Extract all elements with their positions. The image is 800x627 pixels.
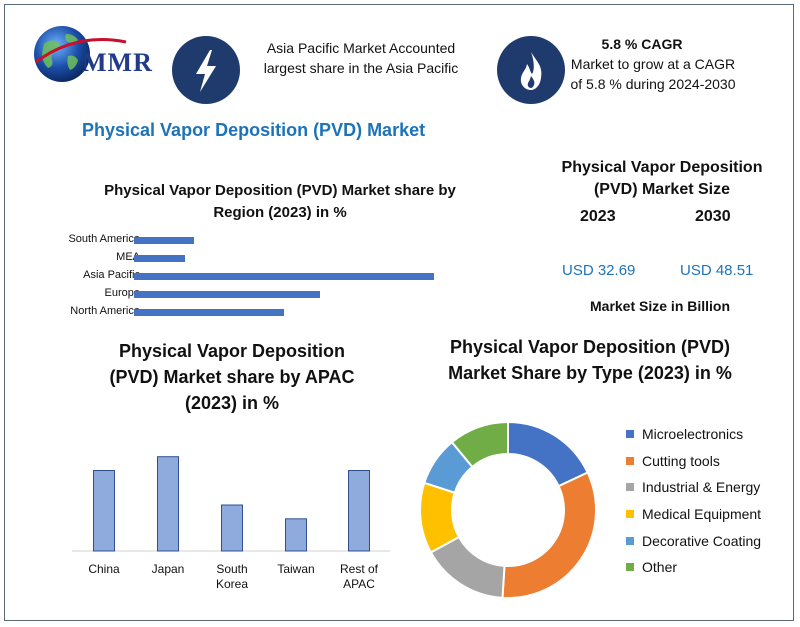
legend-swatch: [626, 457, 634, 466]
lightning-icon: [196, 50, 216, 92]
apac-chart-title: Physical Vapor Deposition (PVD) Market s…: [109, 341, 355, 413]
apac-tick-label: South Korea: [215, 562, 249, 591]
donut-slice: [450, 420, 509, 469]
apac-bar: [285, 518, 307, 552]
apac-plot: [72, 456, 390, 552]
logo-text: MMR: [82, 48, 153, 77]
legend-label: Industrial & Energy: [642, 479, 761, 495]
apac-tick-label: Japan: [151, 562, 185, 576]
region-bar: [134, 291, 320, 298]
region-bar: [134, 273, 434, 280]
legend-item: Other: [626, 558, 677, 576]
apac-bar: [157, 456, 179, 552]
region-tick-label: South America: [68, 233, 140, 245]
cagr-title: 5.8 % CAGR: [601, 36, 683, 52]
region-tick-label: Asia Pacific: [83, 269, 140, 281]
apac-bar: [221, 504, 243, 552]
legend-label: Cutting tools: [642, 453, 720, 469]
legend-label: Medical Equipment: [642, 506, 762, 522]
apac-chart: China Japan South Korea Taiwan Rest of A…: [60, 430, 400, 600]
legend-item: Microelectronics: [626, 425, 743, 443]
donut-slice: [501, 471, 597, 599]
value-2030: USD 48.51: [680, 262, 754, 279]
type-donut-chart: [419, 420, 597, 599]
region-tick-label: North America: [70, 305, 140, 317]
year-2023-label: 2023: [580, 208, 616, 225]
legend-swatch: [626, 430, 634, 439]
region-chart-title: Physical Vapor Deposition (PVD) Market s…: [104, 182, 456, 221]
legend-swatch: [626, 510, 634, 519]
apac-tick-label: Rest of APAC: [339, 562, 378, 591]
flame-icon: [520, 52, 542, 90]
main-title: Physical Vapor Deposition (PVD) Market: [82, 120, 426, 140]
donut-slice: [507, 420, 589, 488]
logo: MMR: [30, 22, 170, 90]
lightning-icon-badge: [172, 36, 240, 104]
apac-tick-label: China: [88, 562, 120, 576]
infographic-frame: [4, 4, 794, 621]
legend-label: Decorative Coating: [642, 533, 762, 549]
legend-item: Industrial & Energy: [626, 478, 760, 496]
region-chart: South America MEA Asia Pacific Europe No…: [20, 230, 460, 320]
legend-item: Cutting tools: [626, 452, 720, 470]
legend-item: Decorative Coating: [626, 532, 761, 550]
apac-bar: [93, 470, 115, 552]
legend-swatch: [626, 563, 634, 572]
value-2023: USD 32.69: [562, 262, 636, 279]
legend-label: Microelectronics: [642, 426, 744, 442]
region-plot: [134, 237, 434, 316]
market-size-title: Physical Vapor Deposition (PVD) Market S…: [561, 159, 763, 198]
legend-label: Other: [642, 559, 678, 575]
region-bar: [134, 237, 194, 244]
region-bar: [134, 255, 185, 262]
globe-icon: [34, 26, 127, 82]
legend-item: Medical Equipment: [626, 505, 761, 523]
apac-bar: [348, 470, 370, 552]
cagr-note: Market to grow at a CAGR of 5.8 % during…: [570, 56, 736, 92]
legend-swatch: [626, 537, 634, 546]
legend-swatch: [626, 483, 634, 492]
region-tick-label: Europe: [104, 287, 140, 299]
type-chart-title: Physical Vapor Deposition (PVD) Market S…: [448, 337, 732, 383]
flame-icon-badge: [497, 36, 565, 104]
year-2030-label: 2030: [695, 208, 731, 225]
region-bar: [134, 309, 284, 316]
apac-tick-label: Taiwan: [277, 562, 315, 576]
header-asia-pacific-note: Asia Pacific Market Accounted largest sh…: [263, 40, 459, 76]
market-size-caption: Market Size in Billion: [590, 298, 731, 314]
